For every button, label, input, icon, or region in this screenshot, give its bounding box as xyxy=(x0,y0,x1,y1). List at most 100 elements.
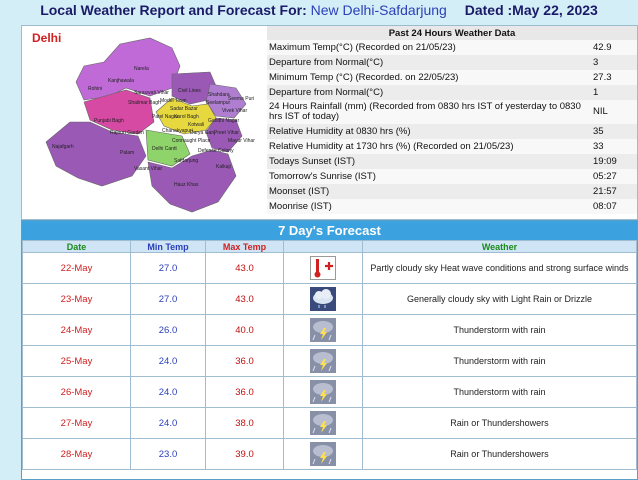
table-row: 24-May 26.0 40.0 Thunderstorm with rain xyxy=(22,314,637,346)
forecast-max-temp: 39.0 xyxy=(205,438,284,470)
header-prefix: Local Weather Report and Forecast For: xyxy=(40,2,307,18)
row-label: Relative Humidity at 0830 hrs (%) xyxy=(267,124,591,139)
district-west xyxy=(83,89,155,135)
forecast-min-temp: 27.0 xyxy=(130,252,206,284)
forecast-weather: Thunderstorm with rain xyxy=(362,314,637,346)
forecast-date: 22-May xyxy=(22,252,131,284)
district-south-west xyxy=(45,121,147,187)
map-label-sadar-bazar: Sadar Bazar xyxy=(170,106,198,112)
map-label-patel-nagar: Patel Nagar xyxy=(152,114,179,120)
table-row: Tomorrow's Sunrise (IST) 05:27 xyxy=(267,169,637,184)
forecast-weather: Generally cloudy sky with Light Rain or … xyxy=(362,283,637,315)
map-label-seema-puri: Seema Puri xyxy=(228,96,254,102)
weather-icon-cell xyxy=(283,252,363,284)
row-value: 05:27 xyxy=(591,169,637,184)
forecast-weather: Thunderstorm with rain xyxy=(362,345,637,377)
map-label-delhi-cantt: Delhi Cantt xyxy=(152,146,177,152)
map-label-kanjhawala: Kanjhawala xyxy=(108,78,134,84)
map-label-punjabi-bagh: Punjabi Bagh xyxy=(94,118,124,124)
map-label-kotwali: Kotwali xyxy=(188,122,204,128)
map-label-saraswati-vihar: Saraswati Vihar xyxy=(134,90,169,96)
forecast-weather: Rain or Thundershowers xyxy=(362,438,637,470)
weather-icon-cell xyxy=(283,376,363,408)
row-value: 1 xyxy=(591,85,637,100)
header-date: Dated :May 22, 2023 xyxy=(464,2,598,18)
delhi-district-map: Delhi Narela Rohini Shalimar Bagh Punjab… xyxy=(32,31,255,213)
weather-icon-cell xyxy=(283,407,363,439)
row-label: 24 Hours Rainfall (mm) (Recorded from 08… xyxy=(267,100,591,124)
district-north-east xyxy=(205,83,247,119)
map-label-defence-colony: Defence Colony xyxy=(198,148,234,154)
forecast-max-temp: 43.0 xyxy=(205,283,284,315)
col-header-weather: Weather xyxy=(362,240,637,253)
map-label-shalimar-bagh: Shalimar Bagh xyxy=(128,100,161,106)
forecast-max-temp: 40.0 xyxy=(205,314,284,346)
row-label: Tomorrow's Sunrise (IST) xyxy=(267,169,591,184)
forecast-max-temp: 38.0 xyxy=(205,407,284,439)
map-label-vasant-vihar: Vasant Vihar xyxy=(134,166,163,172)
forecast-title: 7 Day's Forecast xyxy=(22,221,637,240)
col-header-min-temp: Min Temp xyxy=(130,240,206,253)
forecast-weather: Partly cloudy sky Heat wave conditions a… xyxy=(362,252,637,284)
table-row: 26-May 24.0 36.0 Thunderstorm with rain xyxy=(22,376,637,408)
forecast-max-temp: 36.0 xyxy=(205,376,284,408)
forecast-table: Date Min Temp Max Temp Weather 22-May 27… xyxy=(22,240,637,470)
table-row: 23-May 27.0 43.0 Generally cloudy sky wi… xyxy=(22,283,637,315)
weather-icon-cell xyxy=(283,314,363,346)
map-label-karol-bagh: Karol Bagh xyxy=(174,114,199,120)
row-label: Departure from Normal(°C) xyxy=(267,55,591,70)
row-label: Maximum Temp(°C) (Recorded on 21/05/23) xyxy=(267,40,591,55)
map-label-mayur-vihar: Mayur Vihar xyxy=(228,138,255,144)
weather-icon-cell xyxy=(283,345,363,377)
col-header-date: Date xyxy=(22,240,131,253)
map-label-kalkaji: Kalkaji xyxy=(216,164,231,170)
col-header-icon xyxy=(283,240,363,253)
row-label: Moonset (IST) xyxy=(267,184,591,199)
table-row: 24 Hours Rainfall (mm) (Recorded from 08… xyxy=(267,100,637,124)
table-row: Moonset (IST) 21:57 xyxy=(267,184,637,199)
table-row: Departure from Normal(°C) 3 xyxy=(267,55,637,70)
forecast-date: 23-May xyxy=(22,283,131,315)
weather-icon-cell xyxy=(283,283,363,315)
hot-thermometer-icon xyxy=(310,256,336,280)
row-value: 21:57 xyxy=(591,184,637,199)
forecast-date: 27-May xyxy=(22,407,131,439)
forecast-min-temp: 24.0 xyxy=(130,376,206,408)
header-location: New Delhi-Safdarjung xyxy=(310,2,447,18)
thunderstorm-icon xyxy=(310,411,336,435)
map-label-rohini: Rohini xyxy=(88,86,102,92)
forecast-min-temp: 27.0 xyxy=(130,283,206,315)
table-row: Todays Sunset (IST) 19:09 xyxy=(267,154,637,169)
map-label-civil-lines: Civil Lines xyxy=(178,88,201,94)
district-central xyxy=(155,97,217,135)
map-label-narela: Narela xyxy=(134,66,149,72)
table-row: Relative Humidity at 1730 hrs (%) (Recor… xyxy=(267,139,637,154)
map-label-connaught-place: Connaught Place xyxy=(172,138,211,144)
district-new-delhi xyxy=(145,129,191,167)
cloud-drizzle-icon xyxy=(310,287,336,311)
forecast-min-temp: 26.0 xyxy=(130,314,206,346)
forecast-weather: Thunderstorm with rain xyxy=(362,376,637,408)
past-24-hours-table: Past 24 Hours Weather Data Maximum Temp(… xyxy=(267,26,637,219)
row-label: Moonrise (IST) xyxy=(267,199,591,214)
forecast-min-temp: 24.0 xyxy=(130,345,206,377)
col-header-max-temp: Max Temp xyxy=(205,240,284,253)
forecast-min-temp: 23.0 xyxy=(130,438,206,470)
map-label-gandhi-nagar: Gandhi Nagar xyxy=(208,118,239,124)
table-row: Maximum Temp(°C) (Recorded on 21/05/23) 4… xyxy=(267,40,637,55)
map-label-chanakyapuri: Chanakyapuri xyxy=(162,128,193,134)
table-row: 25-May 24.0 36.0 Thunderstorm with rain xyxy=(22,345,637,377)
forecast-max-temp: 43.0 xyxy=(205,252,284,284)
map-label-darya-ganj: Darya Ganj xyxy=(190,130,215,136)
map-title: Delhi xyxy=(32,31,61,45)
map-label-najafgarh: Najafgarh xyxy=(52,144,74,150)
thunderstorm-icon xyxy=(310,349,336,373)
table-row: Departure from Normal(°C) 1 xyxy=(267,85,637,100)
map-label-rajouri-garden: Rajouri Garden xyxy=(110,130,144,136)
forecast-date: 28-May xyxy=(22,438,131,470)
district-east xyxy=(205,117,243,153)
map-label-vivek-vihar: Vivek Vihar xyxy=(222,108,247,114)
row-label: Todays Sunset (IST) xyxy=(267,154,591,169)
row-value: NIL xyxy=(591,100,637,124)
forecast-max-temp: 36.0 xyxy=(205,345,284,377)
